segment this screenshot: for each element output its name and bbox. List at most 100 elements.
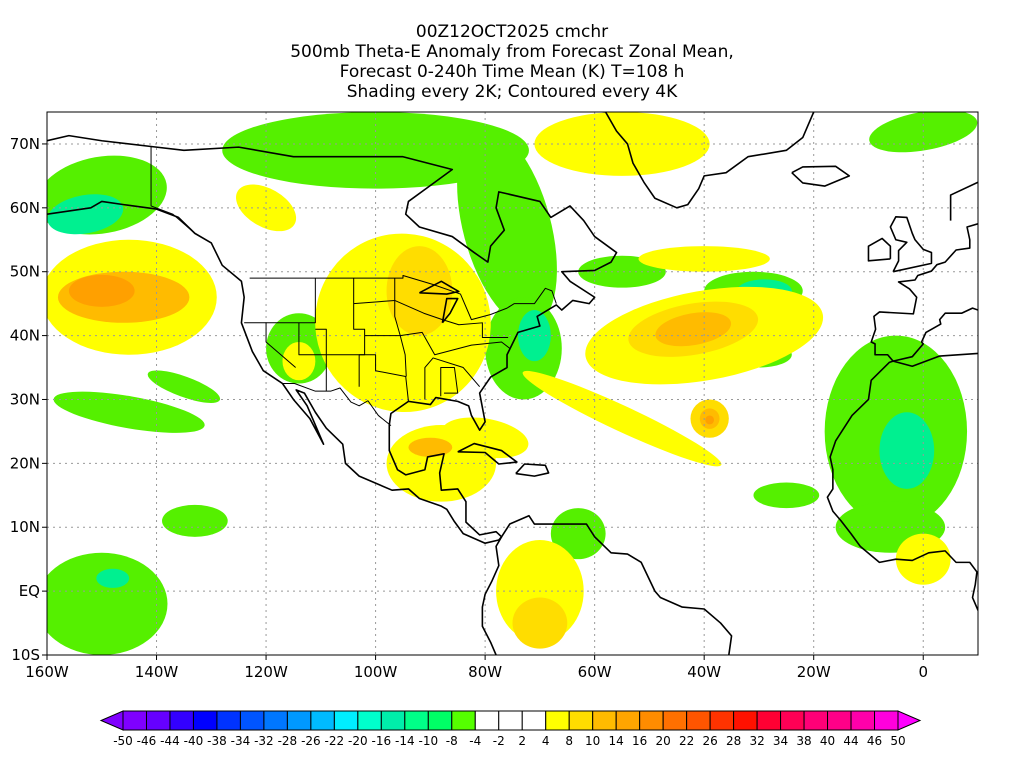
colorbar-box [169, 710, 194, 731]
colorbar-label: 28 [726, 734, 741, 748]
anomaly-shading [522, 370, 722, 467]
colorbar-label: 8 [565, 734, 573, 748]
lat-tick-label: 30N [10, 390, 40, 408]
colorbar-label: -2 [493, 734, 505, 748]
title-line-2: 500mb Theta-E Anomaly from Forecast Zona… [290, 42, 734, 62]
colorbar-label: -4 [469, 734, 481, 748]
alaska-border-line [150, 146, 196, 234]
us-mexico-border-line [282, 383, 392, 427]
colorbar-box [286, 710, 312, 731]
colorbar-box [709, 710, 735, 731]
anomaly-shading [236, 184, 297, 232]
chart-title: 00Z12OCT2025 cmchr 500mb Theta-E Anomaly… [0, 22, 1024, 102]
colorbar-box [733, 710, 758, 731]
lon-tick-label: 160W [25, 663, 69, 681]
coastlines [47, 112, 978, 655]
greenland-line [594, 112, 815, 209]
anomaly-shading [47, 194, 124, 235]
colorbar-box [874, 710, 899, 731]
anomaly-shading [753, 482, 820, 509]
colorbar-label: 2 [518, 734, 526, 748]
colorbar-box [239, 710, 265, 731]
anomaly-shading [147, 370, 221, 403]
colorbar-label: 34 [773, 734, 788, 748]
colorbar-label: -40 [184, 734, 204, 748]
colorbar-box [122, 710, 147, 731]
state-lines-8-line [440, 367, 459, 397]
lon-tick-label: 120W [244, 663, 288, 681]
lake-michigan-line [441, 297, 459, 324]
colorbar-under-triangle [99, 710, 124, 731]
anomaly-shading [282, 341, 316, 381]
colorbar-box [404, 710, 429, 731]
lat-tick-label: 70N [10, 135, 40, 153]
colorbar-box [686, 710, 711, 731]
state-lines-6-line [394, 278, 407, 377]
colorbar-box [827, 710, 852, 731]
colorbar-label: -16 [372, 734, 392, 748]
colorbar-box [803, 710, 829, 731]
anomaly-shading [53, 391, 205, 433]
colorbar-box [568, 710, 594, 731]
colorbar-label: -28 [278, 734, 298, 748]
colorbar-box [145, 710, 171, 731]
lat-tick-label: 10S [11, 646, 40, 664]
colorbar-label: -46 [137, 734, 157, 748]
anomaly-shading [162, 504, 228, 537]
colorbar-label: 40 [820, 734, 835, 748]
colorbar-over-triangle [897, 710, 922, 731]
colorbar-box [545, 710, 570, 731]
lon-tick-label: 80W [468, 663, 502, 681]
colorbar-label: -44 [160, 734, 180, 748]
lat-tick-label: 20N [10, 454, 40, 472]
colorbar-box [192, 710, 218, 731]
anomaly-shading [47, 552, 168, 655]
anomaly-shading [638, 246, 770, 272]
colorbar-label: -14 [395, 734, 415, 748]
colorbar-box [380, 710, 406, 731]
state-lines-5-line [358, 354, 409, 402]
state-lines-10-line [364, 331, 511, 356]
anomaly-shading [68, 274, 135, 307]
colorbar-label: 44 [843, 734, 858, 748]
lat-tick-label: 40N [10, 327, 40, 345]
great-britain-line [889, 215, 933, 273]
north-america-line [47, 134, 618, 545]
colorbar-label: -34 [231, 734, 251, 748]
colorbar-box [662, 710, 688, 731]
anomaly-shading [879, 412, 935, 489]
iceland-line [791, 165, 851, 187]
colorbar-box [639, 710, 664, 731]
state-lines-9-line [353, 299, 509, 339]
colorbar: -50 -46 -44 -40 -38 -34 -32 -28 -26 -22 -20 -16 -14-… [99, 710, 922, 748]
title-line-4: Shading every 2K; Contoured every 4K [346, 82, 678, 102]
state-lines-4-line [315, 328, 327, 392]
colorbar-label: 26 [702, 734, 717, 748]
anomaly-shading [895, 533, 951, 585]
colorbar-label: 50 [890, 734, 905, 748]
colorbar-box [310, 710, 335, 731]
lon-tick-label: 100W [354, 663, 398, 681]
colorbar-label: -26 [301, 734, 321, 748]
colorbar-box [451, 710, 476, 731]
shaded-anomaly-field [47, 112, 978, 655]
lat-tick-label: 60N [10, 199, 40, 217]
colorbar-box [498, 710, 523, 731]
lon-tick-label: 140W [135, 663, 179, 681]
map-frame [46, 111, 979, 656]
colorbar-label: 32 [749, 734, 764, 748]
colorbar-box [263, 710, 288, 731]
iberia-france-line [870, 222, 978, 362]
state-lines-2-line [265, 322, 296, 368]
lon-tick-label: 0 [918, 663, 928, 681]
colorbar-box [780, 710, 805, 731]
colorbar-label: 4 [542, 734, 550, 748]
colorbar-box [592, 710, 617, 731]
colorbar-box [850, 710, 876, 731]
lat-tick-label: 50N [10, 263, 40, 281]
colorbar-box [756, 710, 782, 731]
scandinavia-line [949, 181, 978, 221]
colorbar-label: 46 [867, 734, 882, 748]
